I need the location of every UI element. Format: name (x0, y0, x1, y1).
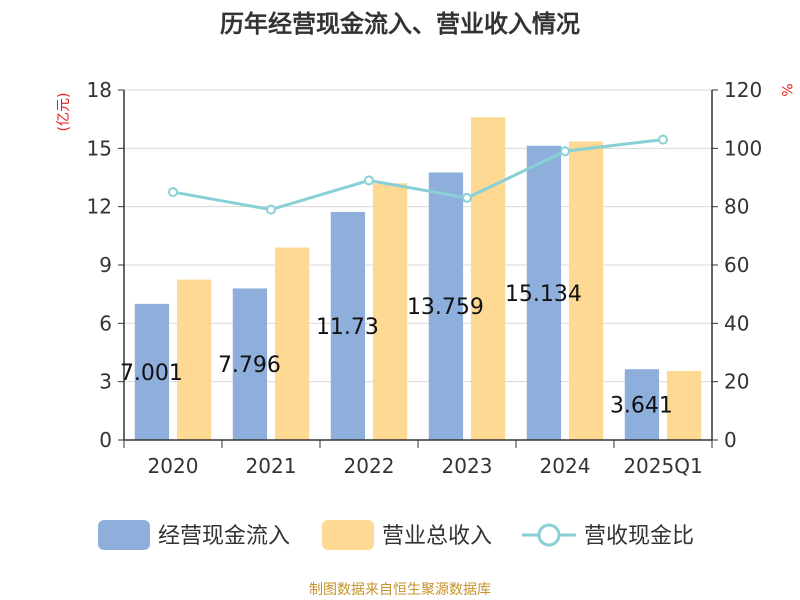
right-tick-label: 40 (724, 311, 749, 335)
left-tick-label: 0 (99, 428, 112, 452)
bar-revenue (568, 141, 604, 440)
bar-revenue (470, 117, 506, 440)
bars (134, 117, 702, 441)
ratio-point (658, 134, 668, 145)
source-note: 制图数据来自恒生聚源数据库 (309, 582, 491, 598)
legend-label-cash-inflow: 经营现金流入 (158, 524, 290, 549)
x-tick-label: 2023 (442, 454, 493, 478)
right-tick-label: 80 (724, 195, 749, 219)
x-tick-label: 2022 (344, 454, 395, 478)
bar-revenue (274, 247, 310, 440)
ratio-line (168, 134, 668, 215)
bar-value-label: 13.759 (407, 295, 484, 320)
ratio-polyline (172, 138, 664, 212)
left-tick-label: 12 (87, 195, 112, 219)
bar-cash-inflow (134, 303, 170, 440)
right-tick-label: 120 (724, 78, 762, 102)
bar-value-label: 7.796 (218, 353, 281, 378)
bar-cash-inflow (232, 288, 268, 440)
ratio-point (462, 192, 472, 203)
bar-value-label: 7.001 (120, 361, 183, 386)
bar-revenue (176, 279, 212, 440)
bar-value-label: 15.134 (505, 282, 582, 307)
left-tick-label: 15 (87, 136, 112, 160)
legend-label-revenue: 营业总收入 (382, 524, 492, 549)
ratio-point (560, 146, 570, 157)
x-tick-label: 2020 (148, 454, 199, 478)
legend-swatch-revenue (322, 520, 374, 550)
bar-cash-inflow (330, 211, 366, 440)
right-tick-label: 20 (724, 370, 749, 394)
bar-revenue (666, 370, 702, 440)
chart-title: 历年经营现金流入、营业收入情况 (220, 10, 580, 38)
legend: 经营现金流入 营业总收入 营收现金比 (98, 520, 694, 550)
left-tick-label: 9 (99, 253, 112, 277)
ratio-point (364, 175, 374, 186)
right-tick-label: 100 (724, 136, 762, 160)
legend-label-ratio: 营收现金比 (584, 524, 694, 549)
left-tick-label: 18 (87, 78, 112, 102)
ratio-point (168, 187, 178, 198)
right-axis-unit: % (778, 83, 794, 96)
legend-marker-ratio (537, 523, 561, 547)
axes: 0 3 6 9 12 15 18 0 20 40 60 80 100 120 2020 2021 2022 202… (87, 78, 763, 478)
bar-cash-inflow (624, 369, 660, 440)
right-tick-label: 60 (724, 253, 749, 277)
left-tick-label: 6 (99, 311, 112, 335)
x-tick-label: 2021 (246, 454, 297, 478)
bar-value-label: 3.641 (610, 394, 673, 419)
bar-value-label: 11.73 (316, 315, 379, 340)
bar-cash-inflow (526, 145, 562, 440)
right-tick-label: 0 (724, 428, 737, 452)
x-tick-label: 2024 (540, 454, 591, 478)
bar-revenue (372, 183, 408, 441)
gridlines (124, 89, 712, 383)
left-tick-label: 3 (99, 370, 112, 394)
legend-swatch-cash-inflow (98, 520, 150, 550)
bar-cash-inflow (428, 172, 464, 441)
bar-labels: 7.001 7.796 11.73 13.759 15.134 3.641 (120, 282, 673, 419)
left-axis-unit: (亿元) (56, 93, 72, 132)
ratio-point (266, 204, 276, 215)
x-tick-label: 2025Q1 (623, 454, 702, 478)
